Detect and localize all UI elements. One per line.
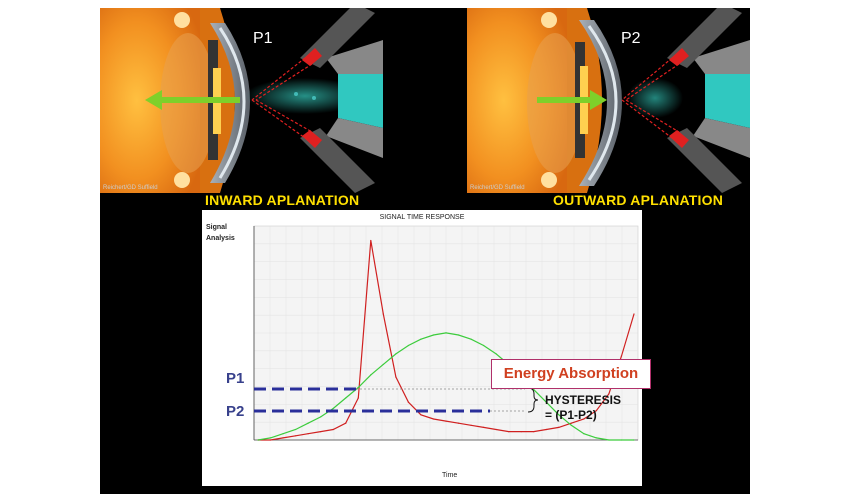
pressure-point xyxy=(295,428,297,431)
signal-point xyxy=(608,393,610,395)
chart-title: SIGNAL TIME RESPONSE xyxy=(379,214,465,221)
pressure-point xyxy=(620,439,623,441)
panel-label-p1: P1 xyxy=(253,30,273,47)
pressure-point xyxy=(332,407,334,410)
signal-point xyxy=(445,420,447,422)
pressure-point xyxy=(269,437,272,439)
pressure-point xyxy=(570,424,572,426)
signal-point xyxy=(295,435,297,437)
signal-point xyxy=(533,431,535,433)
signal-point xyxy=(457,422,460,424)
signal-point xyxy=(620,355,623,357)
pressure-point xyxy=(257,439,259,441)
energy-absorption-label: Energy Absorption xyxy=(491,359,651,389)
eye-illustration-inward xyxy=(100,8,383,193)
pressure-point xyxy=(483,344,485,347)
signal-point xyxy=(345,422,347,424)
inward-applanation-caption: INWARD APLANATION xyxy=(205,192,360,208)
pressure-point xyxy=(457,334,460,336)
signal-point xyxy=(432,418,435,420)
chart-plot xyxy=(253,225,639,441)
signal-point xyxy=(633,313,635,315)
pressure-point xyxy=(420,338,422,340)
hysteresis-line1: HYSTERESIS xyxy=(545,393,622,407)
outward-applanation-caption: OUTWARD APLANATION xyxy=(553,192,724,208)
panel-label-p2: P2 xyxy=(621,30,641,47)
pressure-point xyxy=(282,433,284,435)
signal-point xyxy=(370,239,372,242)
signal-point xyxy=(420,414,422,416)
pressure-point xyxy=(595,437,597,439)
p1-label: P1 xyxy=(226,370,245,387)
copyright-text: Reichert/GD Suffield xyxy=(470,185,525,191)
pressure-point xyxy=(633,439,635,441)
signal-point xyxy=(269,439,272,441)
signal-point xyxy=(595,410,597,412)
pressure-point xyxy=(558,414,560,416)
eye-illustration-outward xyxy=(467,8,750,193)
pressure-point xyxy=(432,334,435,336)
signal-point xyxy=(470,424,472,426)
pressure-point xyxy=(583,433,585,435)
pressure-point xyxy=(307,422,309,424)
signal-point xyxy=(332,428,334,431)
signal-point xyxy=(495,428,497,431)
y-axis-label-line1: Signal xyxy=(206,224,228,231)
hysteresis-line2: = (P1-P2) xyxy=(545,408,597,422)
signal-point xyxy=(357,397,359,399)
pressure-point xyxy=(495,353,497,355)
pressure-point xyxy=(320,416,322,418)
pressure-point xyxy=(533,389,535,391)
signal-point xyxy=(282,437,284,439)
signal-point xyxy=(320,431,322,433)
signal-point xyxy=(307,433,309,435)
hysteresis-label: HYSTERESIS = (P1-P2) xyxy=(545,393,621,423)
copyright-text: Reichert/GD Suffield xyxy=(103,185,158,191)
signal-points xyxy=(257,239,635,441)
signal-point xyxy=(508,431,510,433)
pressure-point xyxy=(395,353,397,355)
signal-point xyxy=(570,422,572,424)
pressure-point xyxy=(382,363,384,365)
signal-point xyxy=(483,426,485,428)
signal-time-chart: SIGNAL TIME RESPONSE Signal Analysis Tim… xyxy=(202,210,642,486)
p2-label: P2 xyxy=(226,403,245,420)
signal-point xyxy=(407,401,409,403)
pressure-point xyxy=(370,374,372,376)
y-axis-label-line2: Analysis xyxy=(206,235,235,242)
signal-point xyxy=(395,376,397,378)
signal-point xyxy=(545,428,547,431)
signal-point xyxy=(558,426,560,428)
pressure-point xyxy=(470,338,472,340)
pressure-point xyxy=(445,332,447,334)
pressure-point xyxy=(357,386,359,389)
signal-point xyxy=(382,313,384,315)
pressure-point xyxy=(545,401,547,403)
signal-point xyxy=(520,431,522,433)
x-axis-label: Time xyxy=(442,472,458,479)
pressure-point xyxy=(407,344,409,347)
pressure-point xyxy=(608,439,610,441)
outward-applanation-panel: P2 Reichert/GD Suffield xyxy=(467,8,750,193)
signal-point xyxy=(583,418,585,420)
inward-applanation-panel: P1 Reichert/GD Suffield xyxy=(100,8,383,193)
pressure-point xyxy=(345,397,347,399)
